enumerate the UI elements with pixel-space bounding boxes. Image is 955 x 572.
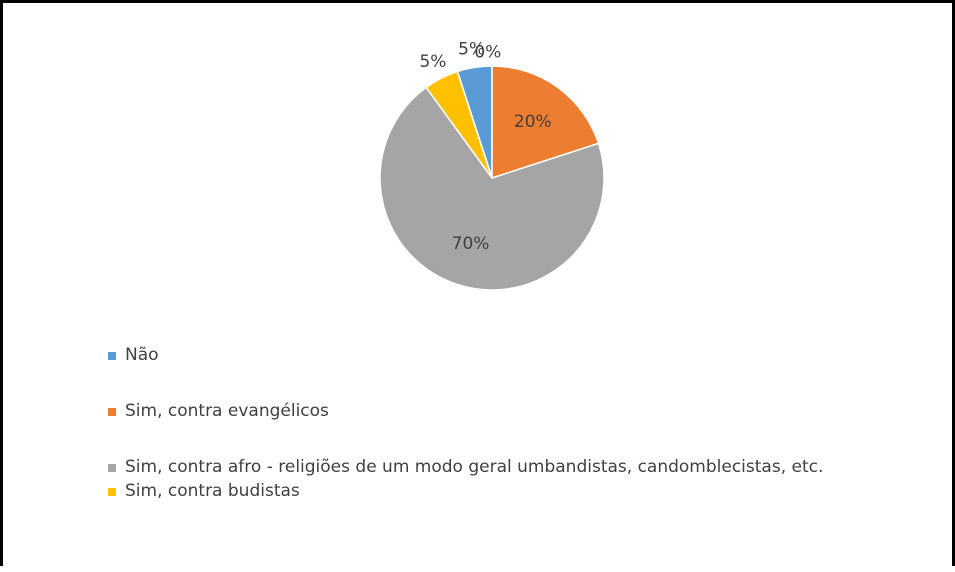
chart: 5%20%70%5% 0%	[379, 40, 605, 291]
data-label: 20%	[514, 112, 552, 132]
legend-item: Sim, contra evangélicos	[108, 399, 898, 423]
legend-swatch	[108, 488, 116, 496]
data-label: 0%	[474, 42, 501, 62]
legend-swatch	[108, 464, 116, 472]
legend-label: Sim, contra budistas	[125, 481, 300, 501]
legend-swatch	[108, 352, 116, 360]
legend-label: Sim, contra afro - religiões de um modo …	[125, 457, 824, 477]
legend-swatch	[108, 408, 116, 416]
legend-item: Sim, contra budistas	[108, 479, 898, 503]
legend: Não Sim, contra evangélicos Sim, contra af…	[108, 343, 898, 535]
pie-slice	[491, 65, 600, 180]
data-label: 5%	[419, 52, 446, 72]
data-label: 70%	[452, 234, 490, 254]
pie-slice	[379, 86, 605, 291]
pie-slice	[456, 71, 493, 179]
legend-item: Sim, contra afro - religiões de um modo …	[108, 455, 898, 479]
legend-label: Não	[125, 345, 159, 365]
legend-item: Não	[108, 343, 898, 367]
legend-label: Sim, contra evangélicos	[125, 401, 329, 421]
data-label: 5%	[458, 40, 485, 60]
